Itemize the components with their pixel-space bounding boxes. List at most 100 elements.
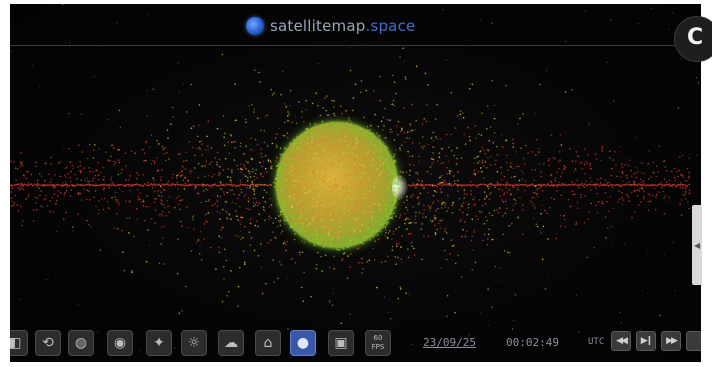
satellite-point bbox=[224, 157, 227, 160]
debris-point bbox=[83, 188, 85, 191]
debris-point bbox=[677, 184, 679, 186]
satellite-point bbox=[409, 123, 411, 125]
signal-icon[interactable]: ⌂ bbox=[255, 330, 281, 356]
satellite-map-canvas[interactable]: satellitemap.space ◧ ⟲ ◍ ◉ ✦ ☼ ☁ ⌂ ● ▣ 6… bbox=[10, 4, 701, 362]
satellite-point bbox=[288, 152, 291, 155]
debris-point bbox=[170, 183, 173, 185]
date-display[interactable]: 23/09/25 bbox=[423, 336, 476, 349]
debris-point bbox=[655, 184, 658, 187]
satellite-point bbox=[287, 115, 289, 117]
debris-point bbox=[596, 183, 599, 186]
debris-point bbox=[559, 159, 561, 161]
settings-button[interactable]: C bbox=[674, 16, 712, 62]
globe-icon[interactable]: ◍ bbox=[68, 330, 94, 356]
debris-point bbox=[594, 186, 597, 189]
satellite-point bbox=[317, 190, 319, 193]
satellite-point bbox=[468, 136, 471, 138]
satellite-point bbox=[324, 223, 326, 226]
satellite-point bbox=[332, 213, 335, 216]
debris-point bbox=[520, 170, 523, 172]
debris-point bbox=[441, 184, 444, 187]
debris-point bbox=[111, 181, 113, 184]
satellite-point bbox=[324, 226, 326, 229]
debris-point bbox=[20, 182, 23, 185]
satellite-point bbox=[402, 171, 404, 173]
next-icon[interactable] bbox=[686, 331, 701, 351]
debris-point bbox=[81, 184, 84, 187]
satellite-point bbox=[425, 216, 427, 218]
debris-point bbox=[164, 189, 166, 192]
satellite-point bbox=[303, 140, 306, 143]
satellite-point bbox=[451, 245, 454, 247]
debris-point bbox=[72, 185, 74, 187]
satellite-point bbox=[396, 181, 399, 184]
sidebar-toggle[interactable]: ◀ bbox=[692, 205, 702, 285]
brand-logo[interactable]: satellitemap.space bbox=[246, 13, 415, 39]
debris-point bbox=[647, 201, 649, 203]
debris-point bbox=[161, 145, 164, 148]
debris-point bbox=[618, 190, 620, 192]
satellite-point bbox=[513, 198, 516, 200]
star-point bbox=[598, 196, 600, 197]
satellite-point bbox=[451, 212, 454, 214]
debris-point bbox=[88, 180, 90, 183]
debris-point bbox=[155, 198, 158, 200]
satellite-point bbox=[304, 230, 307, 233]
star-point bbox=[39, 86, 40, 88]
orbit-icon[interactable]: ⟲ bbox=[35, 330, 61, 356]
fast-forward-icon[interactable]: ▶▶ bbox=[661, 331, 681, 351]
satellite-point bbox=[342, 195, 345, 198]
cloud-icon[interactable]: ☁ bbox=[218, 330, 244, 356]
play-pause-icon[interactable]: ▶❙ bbox=[636, 331, 656, 351]
satellite-point bbox=[343, 167, 345, 169]
satellite-point bbox=[410, 195, 412, 198]
satellite-point bbox=[391, 163, 394, 165]
camera-icon[interactable]: ▣ bbox=[328, 330, 354, 356]
star-point bbox=[116, 22, 118, 24]
satellite-point bbox=[339, 139, 341, 142]
debris-point bbox=[142, 174, 145, 176]
fps-counter[interactable]: 60 FPS bbox=[365, 330, 391, 356]
star-point bbox=[664, 254, 665, 255]
debris-point bbox=[610, 225, 613, 228]
debris-point bbox=[457, 114, 459, 117]
debris-point bbox=[43, 183, 45, 186]
satellite-point bbox=[317, 242, 320, 244]
target-icon[interactable]: ◉ bbox=[107, 330, 133, 356]
debris-point bbox=[188, 185, 190, 187]
debris-point bbox=[263, 210, 266, 212]
star-point bbox=[442, 8, 444, 11]
satellite-point bbox=[393, 212, 395, 215]
debris-point bbox=[563, 168, 565, 171]
satellite-point bbox=[446, 210, 448, 213]
debris-point bbox=[483, 177, 485, 179]
debris-point bbox=[164, 147, 166, 149]
layers-icon[interactable]: ◧ bbox=[10, 330, 28, 356]
debris-point bbox=[40, 205, 42, 208]
star-point bbox=[495, 279, 497, 281]
debris-point bbox=[167, 182, 169, 185]
debris-point bbox=[585, 180, 587, 183]
debris-point bbox=[500, 172, 503, 174]
debris-point bbox=[136, 218, 138, 221]
debris-point bbox=[683, 183, 685, 186]
debris-point bbox=[627, 164, 630, 167]
satellite-point bbox=[435, 136, 437, 138]
satellite-point bbox=[392, 178, 394, 181]
sun-icon[interactable]: ☼ bbox=[181, 330, 207, 356]
satellite-point bbox=[321, 140, 324, 142]
satellite-point bbox=[432, 146, 435, 148]
earth-icon[interactable]: ● bbox=[290, 330, 316, 356]
debris-point bbox=[608, 157, 611, 159]
satellite-point bbox=[342, 153, 345, 156]
debris-point bbox=[549, 206, 551, 209]
debris-point bbox=[260, 148, 262, 150]
satellite-point bbox=[517, 217, 519, 219]
satellite-point bbox=[380, 120, 383, 122]
sparkle-icon[interactable]: ✦ bbox=[146, 330, 172, 356]
rewind-icon[interactable]: ◀◀ bbox=[611, 331, 631, 351]
satellite-point bbox=[444, 201, 446, 204]
debris-point bbox=[167, 184, 170, 187]
satellite-point bbox=[381, 129, 384, 131]
debris-point bbox=[118, 187, 121, 190]
